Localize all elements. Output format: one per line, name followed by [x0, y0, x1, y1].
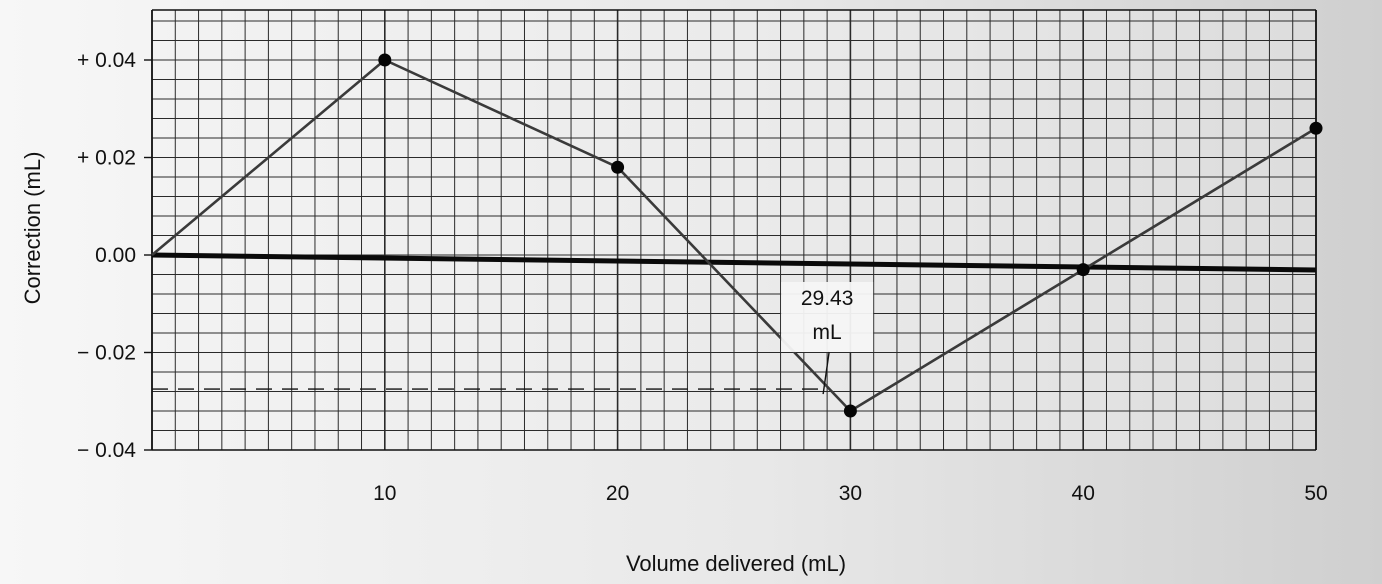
x-tick-label: 40: [1072, 482, 1095, 505]
labels: + 0.04 + 0.02 0.00 − 0.02 − 0.04 10 20 30 40 50 29…: [77, 49, 1328, 505]
data-point: [843, 404, 857, 418]
axes: [144, 9, 1317, 451]
data-point: [611, 160, 625, 174]
y-tick-label: + 0.04: [77, 49, 136, 72]
x-tick-label: 30: [839, 482, 862, 505]
data-point: [1309, 121, 1323, 135]
annotation-leader: [822, 351, 830, 395]
y-tick-label: + 0.02: [77, 147, 136, 170]
y-axis-label: Correction (mL): [20, 152, 45, 305]
zero-reference-line: [151, 252, 1317, 273]
annotation-label: 29.43: [801, 287, 854, 310]
x-tick-label: 10: [373, 482, 396, 505]
x-axis-label: Volume delivered (mL): [626, 551, 846, 576]
y-tick-label: − 0.04: [77, 439, 136, 462]
series-line: [151, 58, 1317, 413]
data-point: [1076, 263, 1090, 277]
series: [151, 53, 1323, 418]
x-tick-label: 20: [606, 482, 629, 505]
data-point: [378, 53, 392, 67]
y-tick-label: − 0.02: [77, 342, 136, 365]
grid: [151, 10, 1317, 451]
x-tick-label: 50: [1304, 482, 1327, 505]
y-tick-label: 0.00: [95, 244, 136, 267]
annotation-box: [781, 282, 874, 352]
annotation-label: mL: [813, 321, 842, 344]
